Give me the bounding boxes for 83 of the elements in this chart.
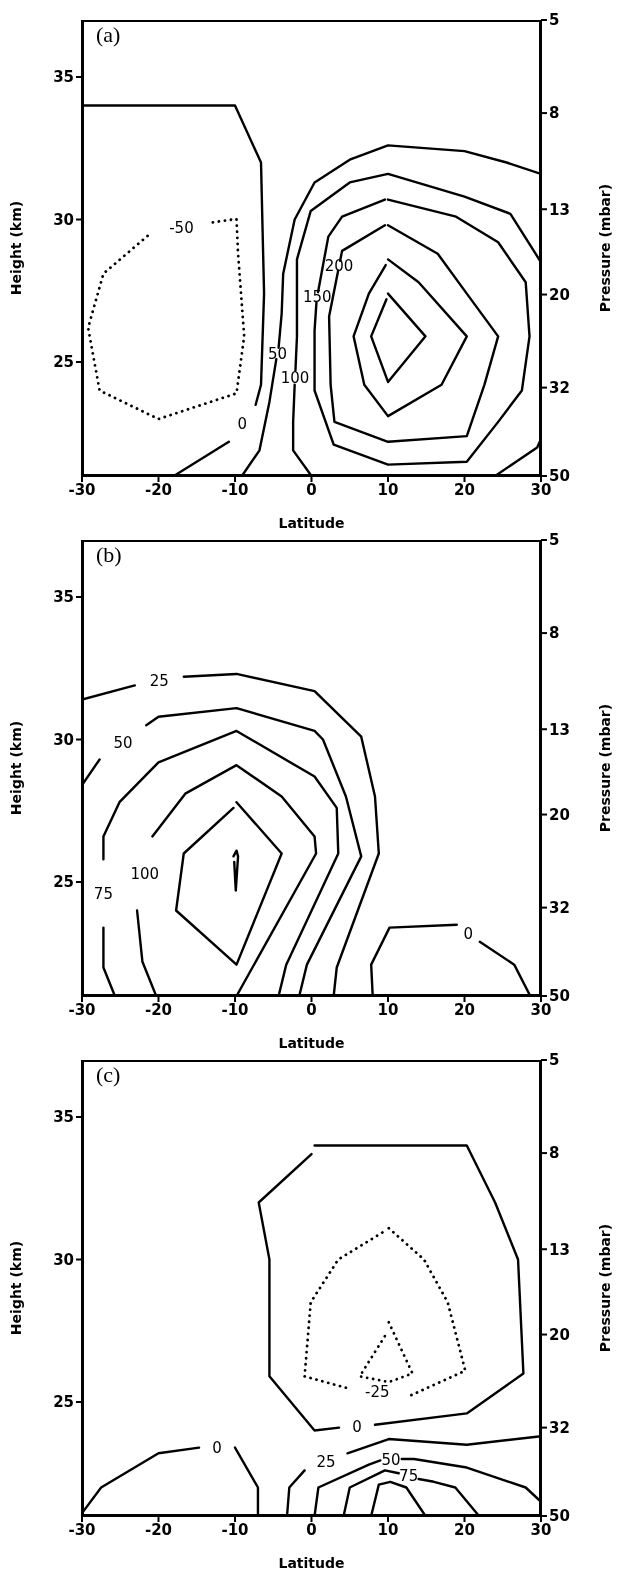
y2-tick-label: 50 (549, 467, 570, 486)
line-series (232, 849, 240, 892)
y-axis-title: Height (km) (7, 200, 24, 296)
x-tick-label: -30 (68, 1520, 96, 1539)
y2-tick-label: 20 (549, 285, 570, 304)
y-tick-label: 25 (53, 353, 74, 372)
series-label: 25 (149, 672, 169, 691)
series-label: 0 (237, 414, 248, 433)
x-tick-label: 20 (454, 1000, 475, 1019)
y-tick-label: 25 (53, 873, 74, 892)
x-tick-label: 0 (306, 1000, 317, 1019)
y-tick-label: 35 (53, 588, 74, 607)
y2-tick-label: 32 (549, 1418, 570, 1437)
x-axis-title: Latitude (278, 515, 345, 531)
y2-axis-title: Pressure (mbar) (596, 1223, 613, 1353)
x-tick-label: 0 (306, 1520, 317, 1539)
line-series (369, 1480, 427, 1516)
y2-tick-label: 20 (549, 805, 570, 824)
series-label: 25 (316, 1453, 336, 1472)
x-axis-title: Latitude (278, 1555, 345, 1571)
x-tick-label: 30 (530, 1000, 552, 1019)
y-tick-label: 35 (53, 1108, 74, 1127)
y2-tick-label: 13 (549, 200, 570, 219)
series-label: 100 (130, 864, 160, 883)
line-series (174, 801, 283, 966)
x-tick-label: -10 (221, 1520, 249, 1539)
y2-tick-label: 8 (549, 1144, 560, 1163)
x-tick-label: -10 (221, 480, 249, 499)
x-tick-label: -20 (144, 1000, 173, 1019)
line-series (369, 292, 427, 384)
x-tick-label: -10 (221, 1000, 249, 1019)
series-label: 0 (352, 1417, 362, 1436)
chart-title: (c) (96, 1062, 121, 1088)
series-label: 50 (267, 344, 287, 363)
series-label: 150 (302, 288, 332, 307)
x-tick-label: 30 (530, 480, 552, 499)
series-label: -50 (169, 219, 194, 238)
series-label: 100 (280, 369, 310, 387)
y-tick-label: 30 (53, 210, 74, 229)
series-label: 0 (212, 1438, 222, 1457)
y2-tick-label: 5 (549, 1051, 560, 1070)
y2-tick-label: 8 (549, 104, 560, 123)
x-tick-label: -30 (68, 480, 96, 499)
y2-tick-label: 5 (549, 11, 560, 30)
y2-axis-title: Pressure (mbar) (596, 703, 613, 833)
y-tick-label: 30 (53, 1250, 74, 1269)
series-label: -25 (365, 1383, 390, 1402)
y2-tick-label: 50 (549, 1507, 570, 1526)
series-label: 50 (113, 733, 133, 752)
x-tick-label: -20 (144, 1520, 173, 1539)
x-tick-label: 30 (530, 1520, 552, 1539)
line-series (352, 258, 468, 418)
x-tick-label: 10 (377, 1000, 399, 1019)
x-axis-title: Latitude (278, 1035, 345, 1051)
y2-axis-title: Pressure (mbar) (596, 183, 613, 313)
x-tick-label: -20 (144, 480, 173, 499)
y2-tick-label: 20 (549, 1325, 570, 1344)
line-series (358, 1320, 414, 1384)
x-tick-label: 10 (377, 1520, 399, 1539)
x-tick-label: 20 (454, 480, 475, 499)
y2-tick-label: 13 (549, 1240, 570, 1259)
y2-tick-label: 32 (549, 378, 570, 397)
y-tick-label: 35 (53, 68, 74, 87)
y-axis-title: Height (km) (7, 1240, 24, 1336)
y2-tick-label: 8 (549, 624, 560, 643)
x-tick-label: 0 (306, 480, 317, 499)
x-tick-label: -30 (68, 1000, 96, 1019)
y2-tick-label: 13 (549, 720, 570, 739)
x-tick-label: 20 (454, 1520, 475, 1539)
series-label: 200 (324, 257, 354, 276)
y-tick-label: 30 (53, 730, 74, 749)
series-label: 0 (463, 924, 474, 943)
series-label: 50 (381, 1451, 401, 1470)
chart-title: (a) (96, 22, 121, 48)
y-axis-title: Height (km) (7, 720, 24, 816)
y2-tick-label: 32 (549, 898, 570, 917)
y-tick-label: 25 (53, 1393, 74, 1412)
x-tick-label: 10 (377, 480, 399, 499)
y2-tick-label: 50 (549, 987, 570, 1006)
y2-tick-label: 5 (549, 531, 560, 550)
series-label: 75 (93, 884, 113, 903)
series-label: 75 (399, 1467, 419, 1486)
chart-title: (b) (96, 542, 122, 568)
